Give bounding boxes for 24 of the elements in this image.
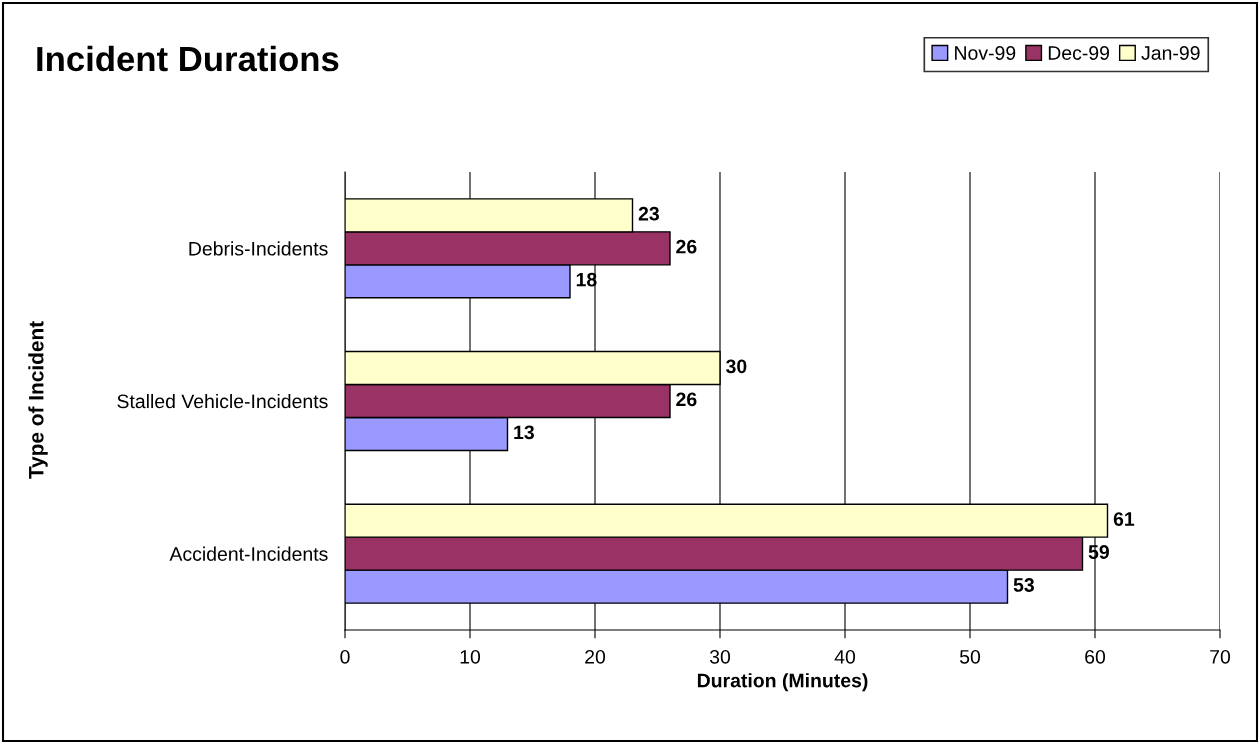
- data-label: 61: [1113, 512, 1135, 526]
- data-label: 26: [676, 392, 697, 407]
- y-tick-label: Accident-Incidents: [169, 546, 328, 561]
- x-tick-label: 50: [959, 649, 981, 664]
- x-axis-title: Duration (Minutes): [697, 673, 868, 692]
- data-label: 13: [514, 425, 534, 440]
- data-label: 23: [638, 206, 659, 221]
- legend-label: Jan-99: [1141, 46, 1200, 60]
- x-tick-label: 30: [709, 649, 731, 664]
- x-tick-label: 60: [1085, 649, 1106, 664]
- data-label: 53: [1013, 578, 1034, 592]
- x-tick-label: 40: [834, 649, 856, 664]
- x-tick-label: 10: [460, 649, 481, 664]
- x-tick-label: 70: [1210, 649, 1231, 664]
- y-tick-label: Debris-Incidents: [189, 241, 328, 256]
- y-tick-label: Stalled Vehicle-Incidents: [117, 393, 328, 409]
- data-label: 26: [676, 239, 697, 254]
- data-label: 30: [726, 359, 747, 374]
- x-tick-label: 20: [585, 649, 606, 664]
- chart-title: Incident Durations: [37, 45, 339, 72]
- y-axis-title: Type of Incident: [28, 321, 48, 479]
- legend-label: Nov-99: [955, 46, 1016, 60]
- legend-label: Dec-99: [1048, 46, 1110, 60]
- x-tick-label: 0: [340, 649, 350, 664]
